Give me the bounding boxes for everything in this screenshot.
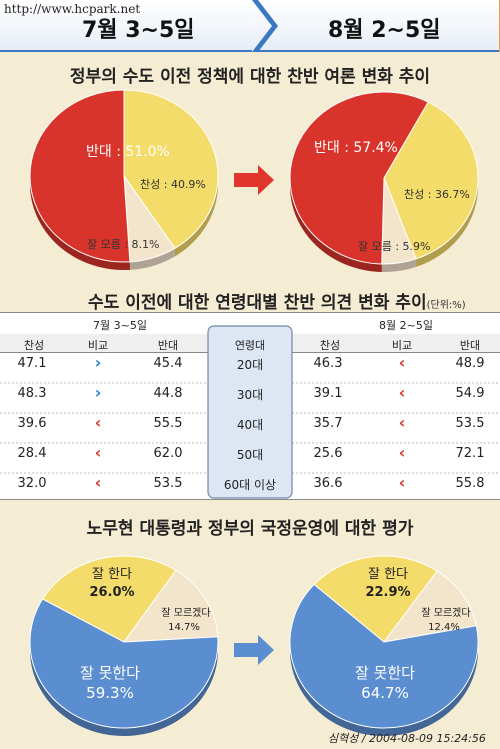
pie3-label-bad: 잘 못한다 — [80, 664, 140, 682]
pie4-label-good: 잘 한다 — [368, 567, 408, 582]
pie4-pct-bad: 64.7% — [361, 684, 409, 702]
pie-chart-jul-opinion — [29, 89, 219, 270]
age-opinion-table: 7월 3~5일 8월 2~5일 찬성 비교 반대 연령대 찬성 비교 반대 47… — [0, 312, 500, 500]
watermark-url: http://www.hcpark.net — [4, 2, 141, 16]
compare-chevron-icon: ‹ — [398, 473, 406, 492]
section1-title: 정부의 수도 이전 정책에 대한 찬반 여론 변화 추이 — [69, 67, 431, 87]
cell-jul-for: 32.0 — [17, 476, 47, 491]
cell-jul-for: 28.4 — [17, 446, 47, 461]
cell-aug-for: 36.6 — [313, 476, 343, 491]
header-right-period: 8월 2~5일 — [328, 18, 441, 43]
pie4-slice-0 — [289, 583, 479, 729]
cell-aug-against: 53.5 — [455, 416, 485, 431]
age-column-box — [207, 325, 293, 499]
pie4-label-unknown: 잘 모르겠다 — [421, 607, 470, 619]
cell-age-group: 60대 이상 — [223, 478, 277, 492]
cell-age-group: 30대 — [236, 388, 264, 402]
pie3-slice-2 — [122, 569, 219, 643]
table-period-left: 7월 3~5일 — [93, 319, 147, 332]
cell-aug-for: 35.7 — [313, 416, 343, 431]
pie1-slice-0 — [29, 89, 131, 263]
table-background — [0, 312, 500, 500]
pie2-slice-side-2 — [381, 258, 416, 272]
compare-chevron-icon: › — [94, 353, 102, 372]
pie1-label-unknown: 잘 모름 : 8.1% — [87, 238, 160, 251]
section3-title: 노무현 대통령과 정부의 국정운영에 대한 평가 — [86, 519, 414, 539]
period-header — [0, 0, 500, 52]
compare-chevron-icon: ‹ — [398, 413, 406, 432]
pie-chart-jul-evaluation — [29, 555, 219, 736]
pie3-slice-1 — [41, 555, 177, 643]
cell-jul-for: 39.6 — [17, 416, 47, 431]
pie2-slice-1 — [383, 101, 479, 260]
compare-chevron-icon: ‹ — [94, 413, 102, 432]
pie4-pct-unknown: 12.4% — [428, 622, 460, 633]
pie1-slice-side-2 — [129, 248, 175, 270]
pie2-slice-0 — [289, 91, 429, 265]
col-header-aug-for: 찬성 — [319, 339, 341, 352]
pie4-pct-good: 22.9% — [365, 585, 410, 600]
pie4-slice-2 — [382, 570, 477, 643]
col-header-aug-against: 반대 — [459, 339, 481, 352]
pie2-label-unknown: 잘 모름 : 5.9% — [358, 240, 431, 253]
cell-jul-against: 53.5 — [153, 476, 183, 491]
col-header-jul-against: 반대 — [157, 339, 179, 352]
pie3-slice-0 — [29, 598, 219, 729]
section2-title-text: 수도 이전에 대한 연령대별 찬반 의견 변화 추이 — [88, 293, 427, 313]
cell-aug-for: 25.6 — [313, 446, 343, 461]
cell-jul-against: 44.8 — [153, 386, 183, 401]
table-period-right: 8월 2~5일 — [379, 319, 433, 332]
cell-jul-for: 48.3 — [17, 386, 47, 401]
pie4-label-bad: 잘 못한다 — [355, 664, 415, 682]
right-arrow-icon — [234, 165, 274, 195]
pie-chart-aug-evaluation — [289, 555, 479, 736]
pie3-pct-unknown: 14.7% — [168, 622, 200, 633]
compare-chevron-icon: › — [94, 383, 102, 402]
right-arrow-icon — [234, 635, 274, 665]
pie-chart-aug-opinion — [289, 91, 479, 272]
header-chevron-divider — [252, 0, 278, 52]
col-header-jul-cmp: 비교 — [87, 339, 109, 352]
cell-aug-for: 46.3 — [313, 356, 343, 371]
pie3-pct-bad: 59.3% — [86, 684, 134, 702]
section3-pies: 잘 한다 26.0% 잘 모르겠다 14.7% 잘 못한다 59.3% 잘 한다… — [29, 555, 479, 736]
compare-chevron-icon: ‹ — [94, 443, 102, 462]
col-header-aug-cmp: 비교 — [391, 339, 413, 352]
cell-jul-against: 62.0 — [153, 446, 183, 461]
pie3-label-unknown: 잘 모르겠다 — [161, 607, 210, 619]
cell-age-group: 50대 — [236, 448, 264, 462]
compare-chevron-icon: ‹ — [94, 473, 102, 492]
section1-pies: 반대 : 51.0% 찬성 : 40.9% 잘 모름 : 8.1% 반대 : 5… — [29, 89, 479, 272]
cell-jul-for: 47.1 — [17, 356, 47, 371]
cell-age-group: 20대 — [236, 358, 264, 372]
col-header-age: 연령대 — [234, 339, 266, 352]
cell-jul-against: 55.5 — [153, 416, 183, 431]
header-left-period: 7월 3~5일 — [82, 18, 195, 43]
cell-aug-against: 48.9 — [455, 356, 485, 371]
pie3-label-good: 잘 한다 — [92, 567, 132, 582]
section2-unit: (단위:%) — [426, 300, 466, 311]
col-header-jul-for: 찬성 — [23, 339, 45, 352]
section2-title: 수도 이전에 대한 연령대별 찬반 의견 변화 추이(단위:%) — [88, 288, 466, 313]
cell-aug-for: 39.1 — [313, 386, 343, 401]
compare-chevron-icon: ‹ — [398, 383, 406, 402]
compare-chevron-icon: ‹ — [398, 353, 406, 372]
pie4-slice-1 — [313, 555, 438, 643]
cell-age-group: 40대 — [236, 418, 264, 432]
cell-aug-against: 72.1 — [455, 446, 485, 461]
compare-chevron-icon: ‹ — [398, 443, 406, 462]
cell-aug-against: 55.8 — [455, 476, 485, 491]
pie3-pct-good: 26.0% — [89, 585, 134, 600]
pie1-label-against: 반대 : 51.0% — [86, 144, 170, 160]
credit-line: 심혁성 / 2004-08-09 15:24:56 — [328, 732, 486, 745]
pie2-label-against: 반대 : 57.4% — [314, 140, 398, 156]
cell-jul-against: 45.4 — [153, 356, 183, 371]
cell-aug-against: 54.9 — [455, 386, 485, 401]
pie1-label-for: 찬성 : 40.9% — [140, 177, 206, 191]
pie2-label-for: 찬성 : 36.7% — [404, 187, 470, 201]
